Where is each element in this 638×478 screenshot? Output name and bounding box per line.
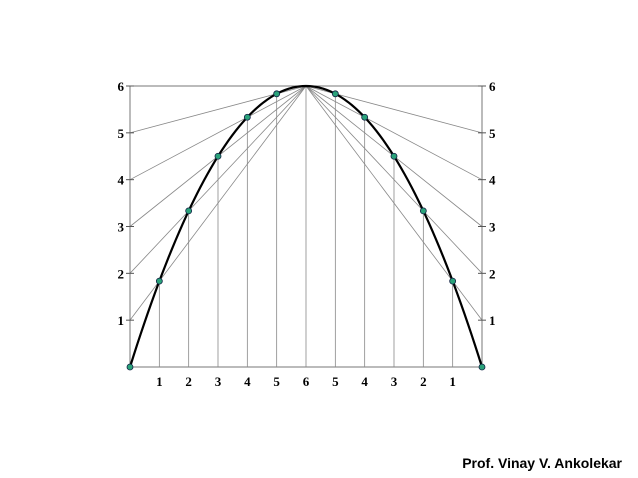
right-label: 6 bbox=[489, 79, 496, 94]
point bbox=[361, 113, 369, 121]
point bbox=[478, 363, 486, 371]
left-label: 6 bbox=[118, 79, 125, 94]
left-label: 4 bbox=[118, 173, 125, 188]
bottom-label: 1 bbox=[449, 374, 456, 389]
left-label: 3 bbox=[118, 219, 125, 234]
point bbox=[243, 113, 251, 121]
point bbox=[331, 90, 339, 98]
right-label: 1 bbox=[489, 313, 496, 328]
point bbox=[185, 207, 193, 215]
bottom-label: 1 bbox=[156, 374, 163, 389]
point bbox=[214, 152, 222, 160]
left-label: 1 bbox=[118, 313, 125, 328]
left-label: 2 bbox=[118, 266, 125, 281]
right-label: 2 bbox=[489, 266, 496, 281]
right-label: 3 bbox=[489, 219, 496, 234]
left-label: 5 bbox=[118, 126, 125, 141]
bottom-label: 3 bbox=[215, 374, 222, 389]
point bbox=[449, 277, 457, 285]
bottom-label: 5 bbox=[273, 374, 280, 389]
point bbox=[126, 363, 134, 371]
right-label: 5 bbox=[489, 126, 496, 141]
bottom-label: 2 bbox=[185, 374, 192, 389]
bottom-label: 4 bbox=[361, 374, 368, 389]
point bbox=[273, 90, 281, 98]
bottom-label: 3 bbox=[391, 374, 398, 389]
right-label: 4 bbox=[489, 173, 496, 188]
bottom-label: 4 bbox=[244, 374, 251, 389]
bottom-label: 6 bbox=[303, 374, 310, 389]
bottom-label: 5 bbox=[332, 374, 339, 389]
author: Prof. Vinay V. Ankolekar bbox=[462, 455, 622, 471]
construction bbox=[126, 84, 486, 371]
point bbox=[419, 207, 427, 215]
bottom-label: 2 bbox=[420, 374, 427, 389]
point bbox=[155, 277, 163, 285]
point bbox=[390, 152, 398, 160]
